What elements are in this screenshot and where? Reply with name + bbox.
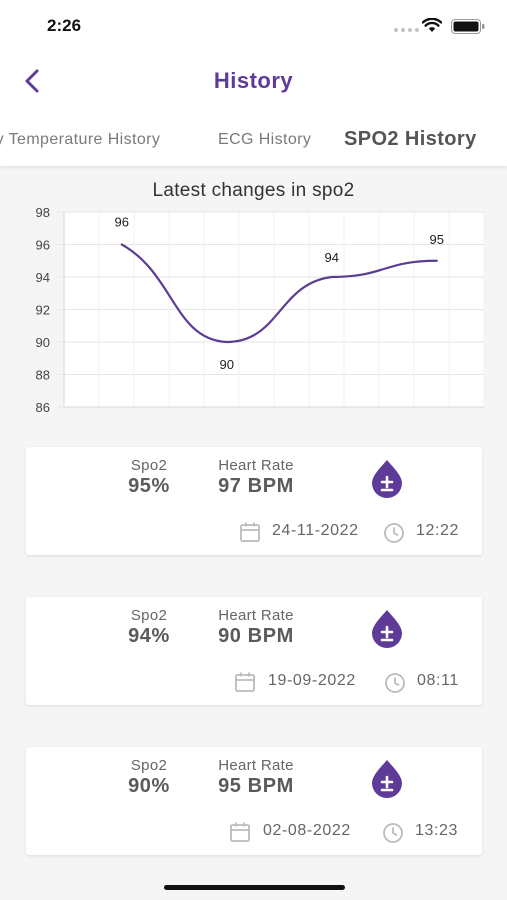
heart-rate-label: Heart Rate — [218, 607, 294, 624]
record-time: 12:22 — [416, 522, 460, 539]
y-tick-label: 88 — [36, 368, 50, 383]
spo2-value: 90% — [128, 775, 170, 797]
heart-rate-value: 97 BPM — [218, 475, 294, 497]
chart-title: Latest changes in spo2 — [152, 180, 355, 201]
clock-icon — [383, 823, 403, 843]
calendar-icon — [235, 672, 255, 692]
tab-body-temperature-history[interactable]: Body Temperature History — [0, 131, 161, 148]
y-tick-label: 98 — [36, 205, 50, 220]
heart-rate-value: 90 BPM — [218, 625, 294, 647]
heart-rate-label: Heart Rate — [218, 457, 294, 474]
blood-drop-plus-minus-icon[interactable] — [369, 759, 405, 799]
home-indicator — [164, 885, 345, 890]
status-bar: 2:26 — [0, 0, 507, 50]
wifi-icon — [422, 18, 442, 32]
clock-icon — [385, 673, 405, 693]
status-time: 2:26 — [47, 16, 82, 35]
y-tick-label: 90 — [36, 335, 50, 350]
data-label: 90 — [220, 357, 234, 372]
app-header: History — [0, 50, 507, 114]
spo2-line-chart: 98 96 94 92 90 88 86 96 90 94 95 — [36, 205, 485, 415]
blood-drop-plus-minus-icon[interactable] — [369, 459, 405, 499]
back-button[interactable] — [16, 64, 48, 98]
heart-rate-label: Heart Rate — [218, 757, 294, 774]
battery-icon — [451, 19, 485, 34]
cellular-signal-icon — [394, 28, 419, 32]
record-date: 24-11-2022 — [272, 522, 359, 539]
record-card[interactable]: Spo2 95% Heart Rate 97 BPM 24-11-2022 12… — [26, 447, 482, 555]
tab-spo2-history[interactable]: SPO2 History — [344, 128, 477, 150]
spo2-label: Spo2 — [130, 607, 168, 624]
y-tick-label: 94 — [36, 270, 50, 285]
history-tab-bar: Body Temperature History ECG History SPO… — [0, 114, 507, 166]
y-tick-label: 92 — [36, 303, 50, 318]
record-card[interactable]: Spo2 90% Heart Rate 95 BPM 02-08-2022 13… — [26, 747, 482, 855]
heart-rate-value: 95 BPM — [218, 775, 294, 797]
calendar-icon — [240, 522, 260, 542]
record-time: 13:23 — [415, 822, 459, 839]
record-card[interactable]: Spo2 94% Heart Rate 90 BPM 19-09-2022 08… — [26, 597, 482, 705]
page-title: History — [213, 68, 294, 93]
data-label: 94 — [325, 250, 339, 265]
y-tick-label: 96 — [36, 238, 50, 253]
spo2-value: 94% — [128, 625, 170, 647]
calendar-icon — [230, 822, 250, 842]
data-label: 96 — [115, 215, 129, 230]
y-tick-label: 86 — [36, 400, 50, 415]
blood-drop-plus-minus-icon[interactable] — [369, 609, 405, 649]
tab-ecg-history[interactable]: ECG History — [218, 131, 312, 148]
spo2-series-line — [120, 243, 438, 344]
record-date: 19-09-2022 — [268, 672, 356, 689]
data-label: 95 — [430, 232, 444, 247]
spo2-label: Spo2 — [130, 457, 168, 474]
spo2-value: 95% — [128, 475, 170, 497]
spo2-label: Spo2 — [130, 757, 168, 774]
record-date: 02-08-2022 — [263, 822, 351, 839]
record-time: 08:11 — [417, 672, 459, 689]
clock-icon — [384, 523, 404, 543]
chevron-left-icon — [25, 69, 39, 93]
